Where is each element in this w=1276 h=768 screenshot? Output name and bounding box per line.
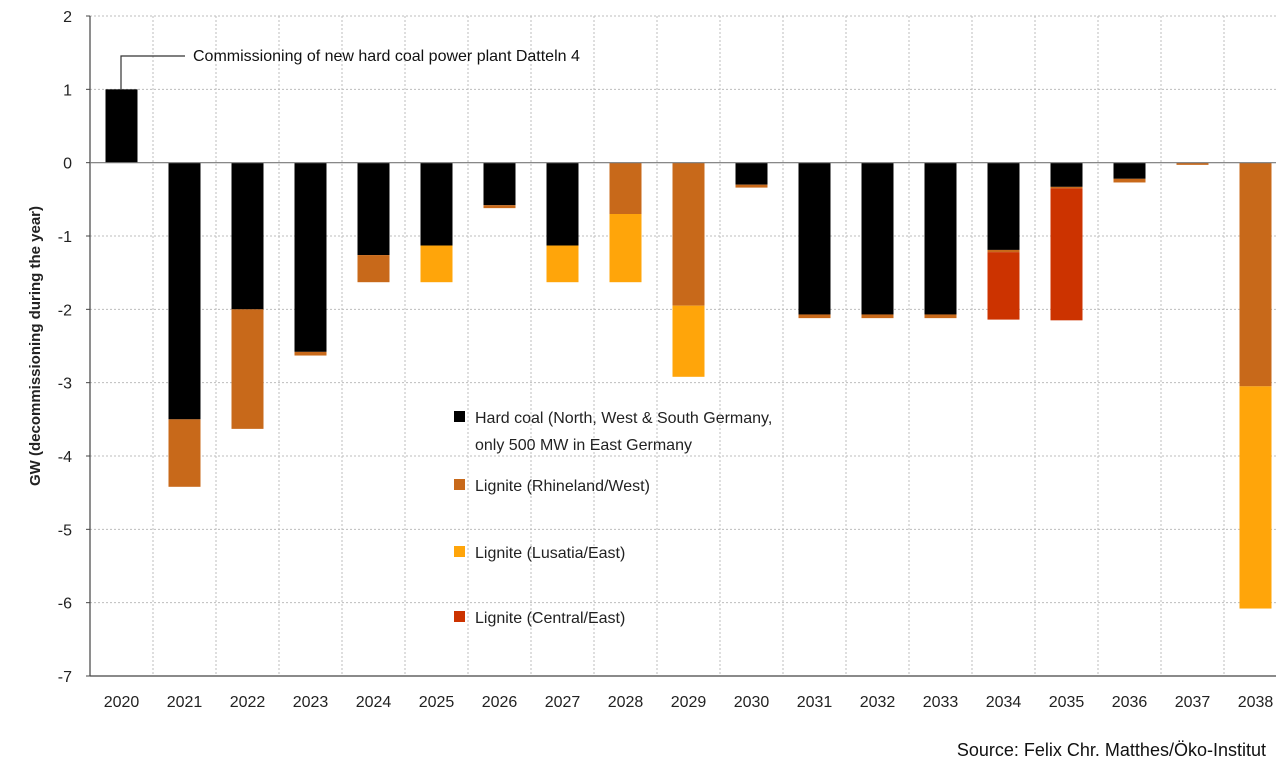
legend-item-lignite-rhineland: Lignite (Rhineland/West)	[454, 478, 650, 495]
annotation-datteln: Commissioning of new hard coal power pla…	[120, 48, 580, 90]
y-tick-label: -3	[58, 376, 72, 393]
bar-segment-2032-0	[861, 162, 894, 315]
bar-segment-2027-2	[546, 245, 579, 283]
bar-segment-2021-0	[168, 162, 201, 420]
x-tick-label: 2024	[356, 694, 392, 711]
y-tick-label: 1	[63, 82, 72, 99]
bar-segment-2022-0	[231, 162, 264, 310]
axes	[86, 15, 1276, 677]
y-tick-label: -6	[58, 596, 72, 613]
bar-segment-2025-2	[420, 245, 453, 283]
x-tick-label: 2023	[293, 694, 329, 711]
tick-labels: 2 1 0 -1 -2 -3 -4 -5 -6 -7 2020 2021 2022 2023 2024 202…	[58, 9, 1274, 711]
x-tick-label: 2034	[986, 694, 1022, 711]
y-tick-label: -4	[58, 449, 72, 466]
bar-segment-2025-0	[420, 162, 453, 246]
x-tick-label: 2031	[797, 694, 833, 711]
bar-segment-2030-0	[735, 162, 768, 185]
bar-segment-2035-0	[1050, 162, 1083, 187]
bar-segment-2038-2	[1239, 386, 1272, 609]
source-note: Source: Felix Chr. Matthes/Öko-Institut	[957, 740, 1266, 760]
bar-segment-2035-1	[1050, 186, 1083, 189]
bar-segment-2030-1	[735, 184, 768, 188]
x-tick-label: 2033	[923, 694, 959, 711]
bar-segment-2036-0	[1113, 162, 1146, 179]
annotation-leader-line	[120, 55, 185, 90]
x-tick-label: 2036	[1112, 694, 1148, 711]
bar-segment-2034-0	[987, 162, 1020, 250]
bar-segment-2024-0	[357, 162, 390, 256]
x-tick-label: 2037	[1175, 694, 1211, 711]
x-tick-label: 2028	[608, 694, 644, 711]
y-tick-label: -5	[58, 522, 72, 539]
x-tick-label: 2035	[1049, 694, 1085, 711]
bar-segment-2027-0	[546, 162, 579, 246]
x-tick-label: 2030	[734, 694, 770, 711]
legend-swatch-lignite-rhineland	[454, 479, 465, 490]
bar-segment-2034-3	[987, 252, 1020, 320]
legend-label-lignite-rhineland: Lignite (Rhineland/West)	[475, 478, 650, 495]
bar-segment-2028-1	[609, 162, 642, 214]
bar-segment-2031-0	[798, 162, 831, 315]
legend-item-lignite-central: Lignite (Central/East)	[454, 610, 625, 627]
bar-segment-2037-1	[1176, 162, 1209, 165]
x-tick-label: 2038	[1238, 694, 1274, 711]
x-tick-label: 2032	[860, 694, 896, 711]
bar-segment-2026-1	[483, 205, 516, 209]
y-tick-label: 0	[63, 156, 72, 173]
y-tick-label: -2	[58, 302, 72, 319]
bar-segment-2020-0	[105, 89, 138, 163]
bar-segment-2023-1	[294, 351, 327, 356]
bar-segment-2033-1	[924, 314, 957, 319]
bar-segment-2029-1	[672, 162, 705, 306]
legend-label-hard-coal: Hard coal (North, West & South Germany,	[475, 410, 772, 427]
bar-segment-2021-1	[168, 419, 201, 487]
bar-segment-2022-1	[231, 309, 264, 429]
legend-swatch-lignite-central	[454, 611, 465, 622]
legend: Hard coal (North, West & South Germany, …	[454, 410, 772, 627]
bar-segment-2028-2	[609, 214, 642, 283]
x-tick-label: 2021	[167, 694, 203, 711]
bar-segment-2032-1	[861, 314, 894, 319]
x-tick-label: 2025	[419, 694, 455, 711]
bar-segment-2036-1	[1113, 178, 1146, 183]
legend-item-lignite-lusatia: Lignite (Lusatia/East)	[454, 545, 625, 562]
y-tick-label: -1	[58, 229, 72, 246]
x-tick-label: 2020	[104, 694, 140, 711]
bar-segment-2033-0	[924, 162, 957, 315]
bar-segment-2024-1	[357, 255, 390, 283]
bar-segment-2034-1	[987, 249, 1020, 253]
bar-segment-2031-1	[798, 314, 831, 319]
bars	[105, 89, 1272, 609]
legend-label-lignite-central: Lignite (Central/East)	[475, 610, 625, 627]
bar-segment-2029-2	[672, 305, 705, 377]
annotation-text: Commissioning of new hard coal power pla…	[193, 48, 580, 65]
y-axis-title: GW (decommissioning during the year)	[27, 206, 44, 486]
bar-segment-2035-3	[1050, 188, 1083, 321]
legend-label-lignite-lusatia: Lignite (Lusatia/East)	[475, 545, 625, 562]
x-tick-label: 2029	[671, 694, 707, 711]
legend-item-hard-coal: Hard coal (North, West & South Germany, …	[454, 410, 772, 454]
x-tick-label: 2027	[545, 694, 581, 711]
y-tick-label: -7	[58, 669, 72, 686]
legend-label-hard-coal-line2: only 500 MW in East Germany	[475, 437, 692, 454]
bar-segment-2038-1	[1239, 162, 1272, 387]
legend-swatch-hard-coal	[454, 411, 465, 422]
x-tick-label: 2022	[230, 694, 266, 711]
x-tick-label: 2026	[482, 694, 518, 711]
y-tick-label: 2	[63, 9, 72, 26]
legend-swatch-lignite-lusatia	[454, 546, 465, 557]
bar-segment-2026-0	[483, 162, 516, 206]
bar-segment-2023-0	[294, 162, 327, 352]
